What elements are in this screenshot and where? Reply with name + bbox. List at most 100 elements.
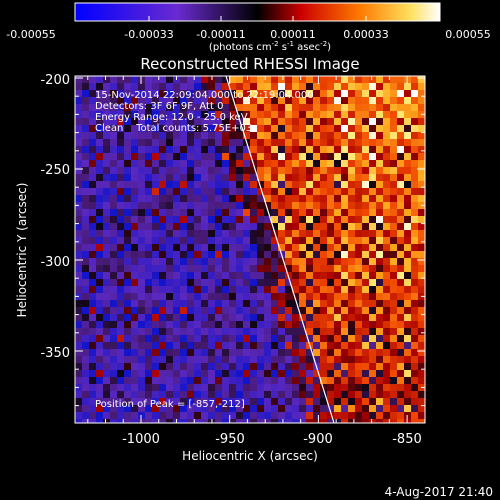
- heatmap-pixel: [243, 279, 250, 286]
- heatmap-pixel: [271, 104, 278, 111]
- heatmap-pixel: [355, 349, 362, 356]
- heatmap-pixel: [320, 202, 327, 209]
- heatmap-pixel: [96, 293, 103, 300]
- heatmap-pixel: [208, 216, 215, 223]
- heatmap-pixel: [187, 209, 194, 216]
- heatmap-pixel: [159, 244, 166, 251]
- heatmap-pixel: [75, 104, 82, 111]
- heatmap-pixel: [194, 349, 201, 356]
- heatmap-pixel: [194, 230, 201, 237]
- heatmap-pixel: [145, 293, 152, 300]
- heatmap-pixel: [362, 160, 369, 167]
- heatmap-pixel: [250, 118, 257, 125]
- heatmap-pixel: [278, 398, 285, 405]
- heatmap-pixel: [404, 181, 411, 188]
- annotation-peak-position: Position of Peak = [-857,-212]: [95, 399, 245, 410]
- heatmap-pixel: [327, 174, 334, 181]
- heatmap-pixel: [187, 265, 194, 272]
- heatmap-pixel: [376, 314, 383, 321]
- heatmap-pixel: [180, 300, 187, 307]
- heatmap-pixel: [264, 223, 271, 230]
- heatmap-pixel: [145, 286, 152, 293]
- heatmap-pixel: [390, 384, 397, 391]
- heatmap-pixel: [369, 398, 376, 405]
- heatmap-pixel: [131, 412, 138, 419]
- heatmap-pixel: [334, 356, 341, 363]
- heatmap-pixel: [124, 111, 131, 118]
- heatmap-pixel: [264, 97, 271, 104]
- heatmap-pixel: [110, 293, 117, 300]
- heatmap-pixel: [201, 251, 208, 258]
- heatmap-pixel: [82, 160, 89, 167]
- heatmap-pixel: [152, 202, 159, 209]
- heatmap-pixel: [355, 104, 362, 111]
- heatmap-pixel: [236, 328, 243, 335]
- heatmap-pixel: [103, 202, 110, 209]
- heatmap-pixel: [334, 398, 341, 405]
- heatmap-pixel: [222, 342, 229, 349]
- heatmap-pixel: [187, 237, 194, 244]
- heatmap-pixel: [243, 202, 250, 209]
- heatmap-pixel: [404, 384, 411, 391]
- heatmap-pixel: [138, 83, 145, 90]
- heatmap-pixel: [320, 377, 327, 384]
- heatmap-pixel: [229, 258, 236, 265]
- heatmap-pixel: [117, 111, 124, 118]
- heatmap-pixel: [124, 118, 131, 125]
- heatmap-pixel: [166, 328, 173, 335]
- heatmap-pixel: [341, 195, 348, 202]
- heatmap-pixel: [257, 412, 264, 419]
- heatmap-pixel: [320, 132, 327, 139]
- heatmap-pixel: [320, 265, 327, 272]
- heatmap-pixel: [418, 167, 425, 174]
- heatmap-pixel: [131, 356, 138, 363]
- heatmap-pixel: [376, 258, 383, 265]
- heatmap-pixel: [369, 104, 376, 111]
- heatmap-pixel: [285, 139, 292, 146]
- heatmap-pixel: [334, 244, 341, 251]
- heatmap-pixel: [397, 216, 404, 223]
- heatmap-pixel: [187, 181, 194, 188]
- heatmap-pixel: [376, 188, 383, 195]
- heatmap-pixel: [285, 223, 292, 230]
- heatmap-pixel: [75, 97, 82, 104]
- heatmap-pixel: [243, 342, 250, 349]
- heatmap-pixel: [278, 300, 285, 307]
- heatmap-pixel: [152, 181, 159, 188]
- heatmap-pixel: [215, 279, 222, 286]
- heatmap-pixel: [327, 356, 334, 363]
- heatmap-pixel: [341, 202, 348, 209]
- heatmap-pixel: [208, 104, 215, 111]
- heatmap-pixel: [292, 83, 299, 90]
- heatmap-pixel: [173, 342, 180, 349]
- heatmap-pixel: [89, 377, 96, 384]
- heatmap-pixel: [341, 167, 348, 174]
- heatmap-pixel: [292, 363, 299, 370]
- heatmap-pixel: [75, 265, 82, 272]
- heatmap-pixel: [215, 377, 222, 384]
- heatmap-pixel: [313, 132, 320, 139]
- heatmap-pixel: [117, 377, 124, 384]
- heatmap-pixel: [243, 153, 250, 160]
- heatmap-pixel: [320, 118, 327, 125]
- heatmap-pixel: [208, 230, 215, 237]
- heatmap-pixel: [313, 300, 320, 307]
- heatmap-pixel: [397, 335, 404, 342]
- heatmap-pixel: [397, 223, 404, 230]
- heatmap-pixel: [418, 258, 425, 265]
- heatmap-pixel: [243, 307, 250, 314]
- heatmap-pixel: [250, 132, 257, 139]
- heatmap-pixel: [103, 307, 110, 314]
- heatmap-pixel: [292, 314, 299, 321]
- heatmap-pixel: [278, 153, 285, 160]
- heatmap-pixel: [243, 391, 250, 398]
- heatmap-pixel: [250, 370, 257, 377]
- heatmap-pixel: [355, 377, 362, 384]
- heatmap-pixel: [299, 307, 306, 314]
- heatmap-pixel: [383, 363, 390, 370]
- heatmap-pixel: [334, 174, 341, 181]
- heatmap-pixel: [236, 384, 243, 391]
- heatmap-pixel: [180, 104, 187, 111]
- heatmap-pixel: [404, 398, 411, 405]
- heatmap-pixel: [341, 230, 348, 237]
